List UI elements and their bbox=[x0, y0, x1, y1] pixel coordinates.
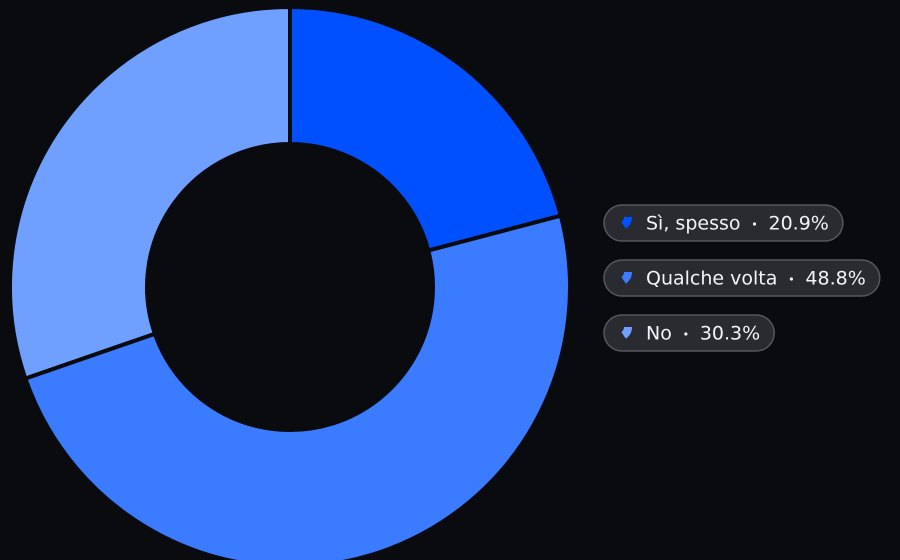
donut bbox=[8, 5, 572, 560]
slice bbox=[8, 5, 292, 381]
legend-value: 48.8% bbox=[805, 268, 865, 290]
separator bbox=[789, 277, 793, 281]
separator bbox=[684, 332, 688, 336]
slice bbox=[288, 5, 563, 253]
legend-value: 20.9% bbox=[769, 213, 829, 235]
legend-swatch bbox=[621, 217, 632, 229]
separator bbox=[752, 222, 757, 226]
legend-swatch bbox=[621, 272, 632, 284]
slice bbox=[23, 213, 572, 560]
legend-value: 30.3% bbox=[700, 323, 760, 345]
legend-item bbox=[603, 314, 775, 352]
legend-item bbox=[603, 204, 844, 242]
legend-swatch bbox=[621, 327, 632, 339]
legend-label: No bbox=[646, 323, 672, 345]
legend-label: Sì, spesso bbox=[646, 213, 741, 235]
legend-label: Qualche volta bbox=[646, 268, 777, 290]
legend: Sì, spesso 20.9% Qualche volta 48.8% No 30.3% bbox=[603, 204, 881, 352]
legend-item bbox=[603, 259, 881, 297]
